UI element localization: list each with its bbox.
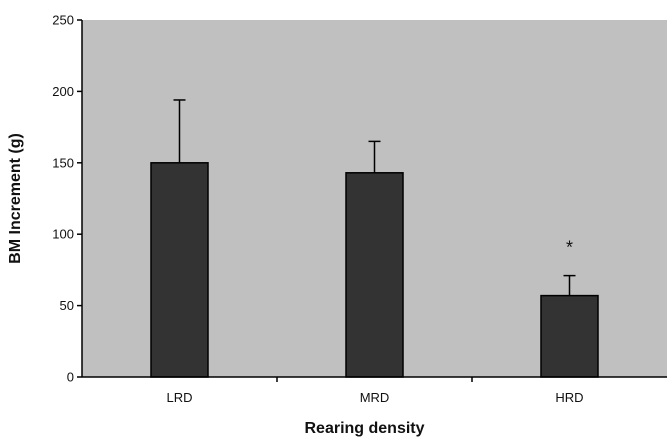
y-tick-label-0: 0 bbox=[67, 370, 74, 385]
bars: * bbox=[150, 99, 599, 378]
y-tick-label-50: 50 bbox=[60, 298, 74, 313]
y-tick-label-150: 150 bbox=[52, 155, 74, 170]
significance-marker: * bbox=[566, 238, 573, 258]
x-axis-title: Rearing density bbox=[304, 420, 424, 437]
bar-mrd bbox=[345, 172, 404, 378]
axes: LRD MRD HRD 0 50 100 150 200 250 bbox=[52, 13, 667, 405]
bar-hrd bbox=[540, 294, 599, 378]
x-tick-label-hrd: HRD bbox=[555, 390, 583, 405]
y-tick-label-100: 100 bbox=[52, 227, 74, 242]
y-tick-label-200: 200 bbox=[52, 84, 74, 99]
x-tick-label-mrd: MRD bbox=[360, 390, 390, 405]
y-tick-label-250: 250 bbox=[52, 13, 74, 28]
bar-lrd bbox=[150, 162, 209, 378]
x-tick-label-lrd: LRD bbox=[166, 390, 192, 405]
y-axis-title: BM Increment (g) bbox=[7, 133, 24, 264]
